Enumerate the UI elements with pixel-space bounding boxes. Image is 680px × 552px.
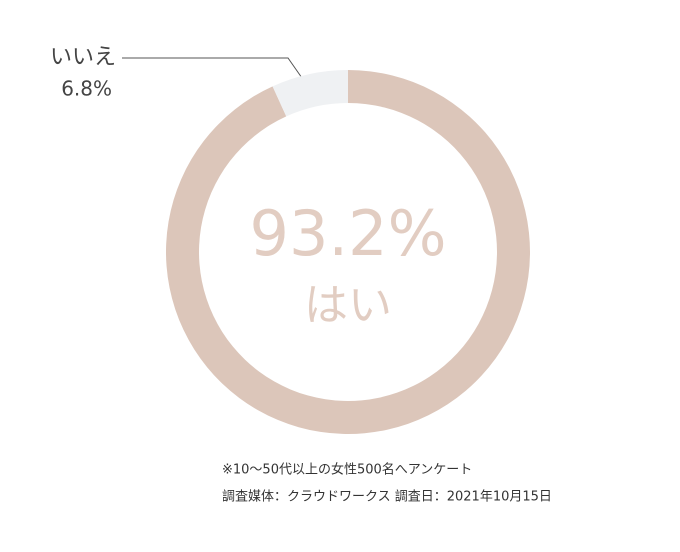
- note: ※10〜50代以上の女性500名へアンケート: [222, 462, 472, 478]
- slice: [272, 70, 348, 117]
- value-label: 6.8%: [61, 77, 112, 101]
- leader-line: [122, 57, 303, 79]
- value-label: 93.2%: [250, 197, 447, 270]
- note: 調査媒体：クラウドワークス 調査日：2021年10月15日: [222, 490, 552, 505]
- category-label: いいえ: [50, 45, 116, 70]
- category-label: はい: [304, 280, 392, 331]
